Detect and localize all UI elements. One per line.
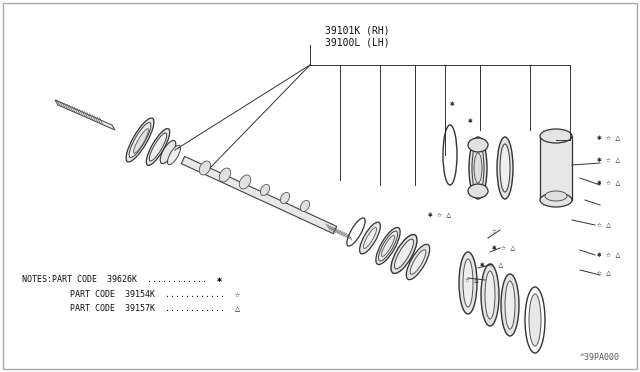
Ellipse shape [260,185,269,196]
Ellipse shape [545,191,567,201]
Text: ✱: ✱ [450,99,454,108]
Ellipse shape [168,145,180,165]
Text: ✱ ☆ △: ✱ ☆ △ [492,244,515,253]
Ellipse shape [134,129,148,153]
Text: ☆ △: ☆ △ [597,221,611,230]
Ellipse shape [364,228,376,248]
Polygon shape [181,156,337,234]
Ellipse shape [468,138,488,152]
Ellipse shape [199,161,211,175]
Ellipse shape [147,129,170,166]
Text: 39100L (LH): 39100L (LH) [325,37,390,47]
Ellipse shape [220,168,231,182]
Ellipse shape [239,175,251,189]
Ellipse shape [459,252,477,314]
Ellipse shape [497,137,513,199]
Ellipse shape [394,239,413,269]
Ellipse shape [406,244,429,280]
Text: ✱ ☆ △: ✱ ☆ △ [428,211,451,219]
Polygon shape [55,100,115,130]
Ellipse shape [129,122,151,157]
Ellipse shape [474,153,482,183]
Ellipse shape [540,129,572,143]
Ellipse shape [469,137,487,199]
Ellipse shape [160,141,176,164]
Text: PART CODE  39154K  ............  ☆: PART CODE 39154K ............ ☆ [40,289,240,298]
Ellipse shape [149,133,166,161]
Text: PART CODE  39157K  ............  △: PART CODE 39157K ............ △ [40,304,240,312]
Ellipse shape [410,250,426,274]
Polygon shape [540,136,572,200]
Ellipse shape [540,193,572,207]
Ellipse shape [463,259,473,307]
Ellipse shape [280,192,289,203]
Ellipse shape [360,222,380,254]
Text: ☆: ☆ [492,225,497,234]
Ellipse shape [376,228,400,264]
Ellipse shape [300,201,310,212]
Text: ✱ ☆ △: ✱ ☆ △ [480,260,503,269]
Text: 39101K (RH): 39101K (RH) [325,25,390,35]
Text: ☆ △: ☆ △ [465,276,479,285]
Ellipse shape [505,281,515,329]
Ellipse shape [481,264,499,326]
Text: ☆ △: ☆ △ [597,269,611,278]
Text: ✱: ✱ [468,115,472,125]
Text: ✱ ☆ △: ✱ ☆ △ [597,134,620,142]
Ellipse shape [485,271,495,319]
Ellipse shape [378,231,397,261]
Text: ✱ ☆ △: ✱ ☆ △ [597,179,620,187]
Ellipse shape [529,294,541,346]
Text: NOTES:PART CODE  39626K  ............  ✱: NOTES:PART CODE 39626K ............ ✱ [22,276,222,285]
Text: ✱ ☆ △: ✱ ☆ △ [597,250,620,260]
Ellipse shape [381,235,394,257]
Ellipse shape [468,184,488,198]
Ellipse shape [391,234,417,273]
Ellipse shape [501,274,519,336]
Text: ✱ ☆ △: ✱ ☆ △ [597,155,620,164]
Text: ^39PA000: ^39PA000 [580,353,620,362]
Ellipse shape [472,143,484,193]
Ellipse shape [126,118,154,162]
Ellipse shape [500,144,510,192]
